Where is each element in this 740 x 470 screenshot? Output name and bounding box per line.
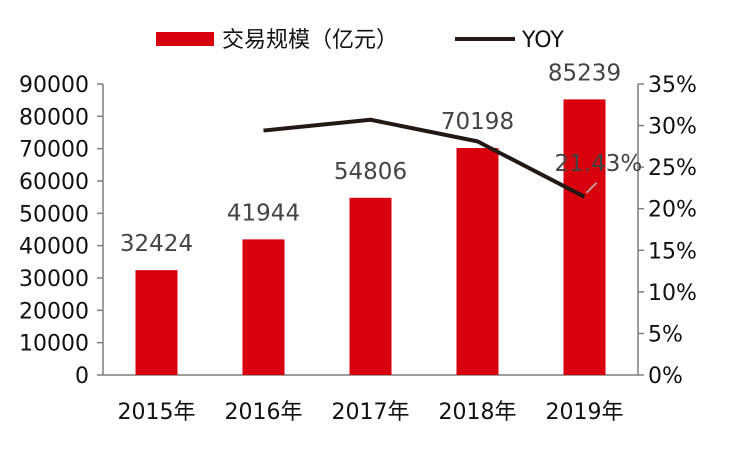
- y-right-tick-label: 35%: [648, 73, 697, 98]
- bar-data-label: 54806: [334, 159, 407, 185]
- y-left-tick-label: 80000: [19, 105, 89, 130]
- y-left-tick-label: 70000: [19, 138, 89, 163]
- y-right-tick-label: 5%: [648, 322, 683, 347]
- legend: 交易规模（亿元） YOY: [156, 28, 564, 53]
- y-left-tick-label: 30000: [19, 267, 89, 292]
- y-left-tick-label: 0: [75, 364, 89, 389]
- bar-data-label: 85239: [548, 60, 621, 86]
- x-tick-label: 2015年: [118, 400, 196, 425]
- bar: [349, 197, 392, 375]
- y-left-tick-label: 40000: [19, 235, 89, 260]
- x-tick-label: 2018年: [439, 400, 517, 425]
- y-right-tick-label: 30%: [648, 115, 697, 140]
- yoy-line: [263, 117, 586, 199]
- y-right-tick-label: 0%: [648, 364, 683, 389]
- legend-bar-label: 交易规模（亿元）: [222, 28, 398, 53]
- y-left-tick-label: 90000: [19, 73, 89, 98]
- bar: [135, 270, 178, 375]
- yoy-label-leader: [585, 182, 598, 194]
- y-right-tick-label: 10%: [648, 281, 697, 306]
- y-left-tick-label: 50000: [19, 202, 89, 227]
- legend-line-label: YOY: [521, 28, 564, 53]
- y-right-tick-label: 25%: [648, 156, 697, 181]
- bar: [456, 148, 499, 375]
- x-tick-label: 2016年: [225, 400, 303, 425]
- y-right-tick-label: 15%: [648, 239, 697, 264]
- plot-area: 0 10000 20000 30000 40000 50000 60000 70000 8000…: [19, 60, 697, 425]
- y-left-tick-label: 10000: [19, 332, 89, 357]
- x-tick-label: 2017年: [332, 400, 410, 425]
- bar-data-label: 32424: [120, 231, 193, 257]
- y-right-tick-label: 20%: [648, 198, 697, 223]
- bar-data-label: 41944: [227, 200, 300, 226]
- bar-data-label: 70198: [441, 109, 514, 135]
- y-left-tick-label: 20000: [19, 299, 89, 324]
- yoy-data-label: 21.43%: [555, 151, 643, 177]
- bar: [242, 239, 285, 375]
- legend-bar-swatch: [156, 32, 214, 46]
- y-left-tick-label: 60000: [19, 170, 89, 195]
- x-tick-label: 2019年: [546, 400, 624, 425]
- bar: [563, 99, 606, 376]
